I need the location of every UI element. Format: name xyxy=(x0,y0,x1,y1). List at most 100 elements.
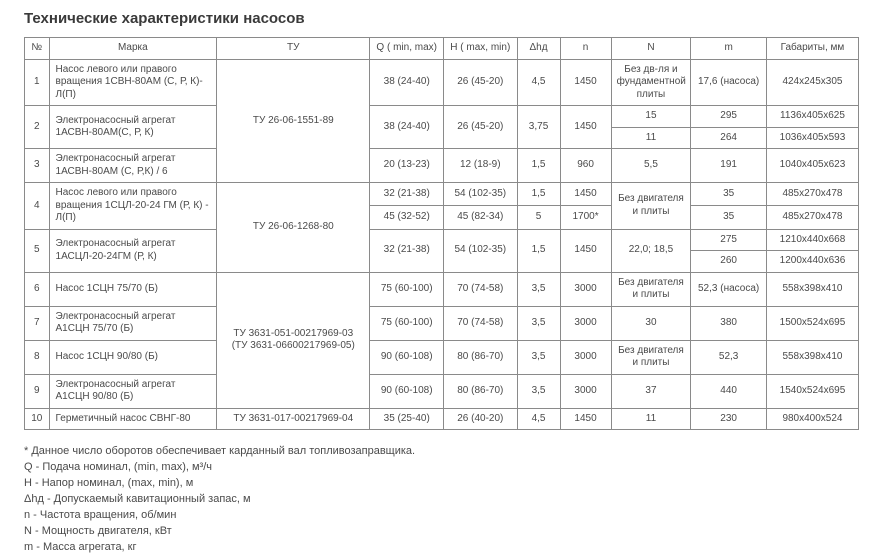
cell-m: 275 xyxy=(691,229,767,251)
cell-dim: 1210х440х668 xyxy=(766,229,858,251)
table-row: 6 Насос 1СЦН 75/70 (Б) ТУ 3631-051-00217… xyxy=(25,272,859,306)
cell-n: 3000 xyxy=(560,306,611,340)
cell-num: 8 xyxy=(25,340,50,374)
cell-n: 1450 xyxy=(560,229,611,272)
cell-dim: 558х398х410 xyxy=(766,340,858,374)
col-h: H ( max, min) xyxy=(444,38,518,60)
cell-Np: Без дв-ля и фундаментной плиты xyxy=(611,59,691,106)
cell-n: 3000 xyxy=(560,272,611,306)
legend-line: H - Напор номинал, (max, min), м xyxy=(24,476,859,492)
cell-brand: Насос левого или правого вращения 1СЦЛ-2… xyxy=(49,183,217,230)
table-row: 7 Электронасосный агрегат А1СЦН 75/70 (Б… xyxy=(25,306,859,340)
cell-Np: 5,5 xyxy=(611,149,691,183)
cell-h: 80 (86-70) xyxy=(444,340,518,374)
cell-tu: ТУ 3631-051-00217969-03 (ТУ 3631-0660021… xyxy=(217,272,370,408)
cell-Np: Без двигателя и плиты xyxy=(611,340,691,374)
table-header-row: № Марка ТУ Q ( min, max) H ( max, min) Δ… xyxy=(25,38,859,60)
legend-line: Δhд - Допускаемый кавитационный запас, м xyxy=(24,492,859,508)
cell-m: 35 xyxy=(691,183,767,206)
legend-line: Q - Подача номинал, (min, max), м³/ч xyxy=(24,460,859,476)
cell-tu: ТУ 26-06-1268-80 xyxy=(217,183,370,273)
cell-brand: Насос 1СЦН 75/70 (Б) xyxy=(49,272,217,306)
cell-brand: Электронасосный агрегат 1АСВН-80АМ (С, Р… xyxy=(49,149,217,183)
col-brand: Марка xyxy=(49,38,217,60)
table-row: 1 Насос левого или правого вращения 1СВН… xyxy=(25,59,859,106)
cell-q: 90 (60-108) xyxy=(370,374,444,408)
cell-dh: 1,5 xyxy=(517,183,560,206)
legend-line: m - Масса агрегата, кг xyxy=(24,540,859,556)
cell-brand: Насос левого или правого вращения 1СВН-8… xyxy=(49,59,217,106)
cell-dim: 1040х405х623 xyxy=(766,149,858,183)
cell-brand: Насос 1СЦН 90/80 (Б) xyxy=(49,340,217,374)
cell-dh: 1,5 xyxy=(517,229,560,272)
cell-q: 20 (13-23) xyxy=(370,149,444,183)
col-dh: Δhд xyxy=(517,38,560,60)
legend-line: * Данное число оборотов обеспечивает кар… xyxy=(24,444,859,460)
legend-line: N - Мощность двигателя, кВт xyxy=(24,524,859,540)
cell-tu: ТУ 3631-017-00217969-04 xyxy=(217,408,370,430)
cell-brand: Герметичный насос СВНГ-80 xyxy=(49,408,217,430)
cell-dim: 1540х524х695 xyxy=(766,374,858,408)
col-q: Q ( min, max) xyxy=(370,38,444,60)
cell-Np: Без двигателя и плиты xyxy=(611,272,691,306)
cell-dh: 3,5 xyxy=(517,306,560,340)
cell-m: 52,3 (насоса) xyxy=(691,272,767,306)
cell-h: 45 (82-34) xyxy=(444,206,518,229)
cell-m: 260 xyxy=(691,251,767,273)
cell-q: 35 (25-40) xyxy=(370,408,444,430)
cell-q: 45 (32-52) xyxy=(370,206,444,229)
col-tu: ТУ xyxy=(217,38,370,60)
cell-h: 80 (86-70) xyxy=(444,374,518,408)
cell-m: 440 xyxy=(691,374,767,408)
cell-m: 191 xyxy=(691,149,767,183)
cell-q: 38 (24-40) xyxy=(370,59,444,106)
cell-Np: 30 xyxy=(611,306,691,340)
cell-h: 26 (45-20) xyxy=(444,59,518,106)
cell-Np: Без двигателя и плиты xyxy=(611,183,691,230)
cell-q: 90 (60-108) xyxy=(370,340,444,374)
table-row: 5 Электронасосный агрегат 1АСЦЛ-20-24ГМ … xyxy=(25,229,859,251)
cell-dim: 485х270х478 xyxy=(766,206,858,229)
cell-Np: 22,0; 18,5 xyxy=(611,229,691,272)
legend: * Данное число оборотов обеспечивает кар… xyxy=(24,444,859,556)
cell-q: 38 (24-40) xyxy=(370,106,444,149)
tu-line: (ТУ 3631-06600217969-05) xyxy=(232,340,355,351)
col-N: N xyxy=(611,38,691,60)
legend-line: n - Частота вращения, об/мин xyxy=(24,508,859,524)
table-row: 2 Электронасосный агрегат 1АСВН-80АМ(С, … xyxy=(25,106,859,128)
cell-m: 35 xyxy=(691,206,767,229)
cell-num: 4 xyxy=(25,183,50,230)
cell-h: 54 (102-35) xyxy=(444,229,518,272)
cell-brand: Электронасосный агрегат 1АСЦЛ-20-24ГМ (Р… xyxy=(49,229,217,272)
pump-spec-table: № Марка ТУ Q ( min, max) H ( max, min) Δ… xyxy=(24,37,859,430)
cell-n: 3000 xyxy=(560,340,611,374)
cell-dh: 3,5 xyxy=(517,340,560,374)
cell-Np: 37 xyxy=(611,374,691,408)
cell-brand: Электронасосный агрегат А1СЦН 75/70 (Б) xyxy=(49,306,217,340)
cell-n: 1450 xyxy=(560,59,611,106)
cell-h: 54 (102-35) xyxy=(444,183,518,206)
cell-h: 70 (74-58) xyxy=(444,306,518,340)
cell-brand: Электронасосный агрегат А1СЦН 90/80 (Б) xyxy=(49,374,217,408)
cell-n: 1450 xyxy=(560,183,611,206)
cell-num: 3 xyxy=(25,149,50,183)
cell-m: 264 xyxy=(691,127,767,149)
cell-dh: 3,75 xyxy=(517,106,560,149)
cell-n: 1450 xyxy=(560,408,611,430)
cell-h: 12 (18-9) xyxy=(444,149,518,183)
cell-m: 295 xyxy=(691,106,767,128)
cell-dh: 5 xyxy=(517,206,560,229)
cell-dh: 1,5 xyxy=(517,149,560,183)
cell-dh: 3,5 xyxy=(517,272,560,306)
cell-n: 3000 xyxy=(560,374,611,408)
cell-dim: 1136х405х625 xyxy=(766,106,858,128)
cell-tu: ТУ 26-06-1551-89 xyxy=(217,59,370,183)
table-row: 9 Электронасосный агрегат А1СЦН 90/80 (Б… xyxy=(25,374,859,408)
col-num: № xyxy=(25,38,50,60)
cell-n: 1450 xyxy=(560,106,611,149)
cell-dh: 3,5 xyxy=(517,374,560,408)
cell-Np: 11 xyxy=(611,127,691,149)
cell-m: 52,3 xyxy=(691,340,767,374)
cell-q: 75 (60-100) xyxy=(370,306,444,340)
cell-q: 32 (21-38) xyxy=(370,183,444,206)
